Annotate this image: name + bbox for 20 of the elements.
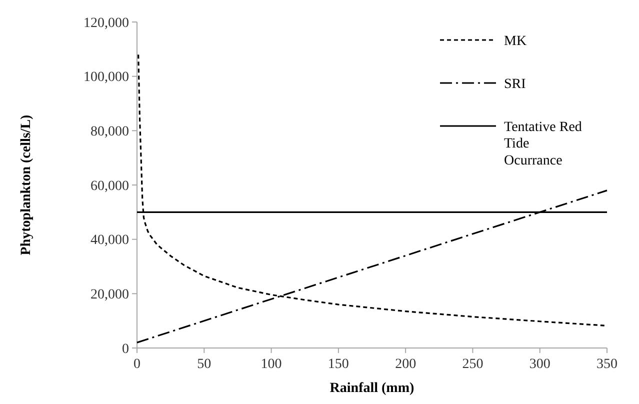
y-tick-label: 60,000 [90, 178, 129, 194]
x-tick-label: 250 [462, 357, 484, 372]
x-tick-label: 50 [197, 357, 212, 372]
x-tick-label: 150 [328, 357, 349, 372]
y-tick-label: 40,000 [90, 233, 129, 248]
x-tick-label: 100 [260, 357, 282, 372]
y-tick-label: 80,000 [90, 124, 129, 140]
y-tick-label: 0 [122, 342, 129, 357]
legend-label: SRI [504, 76, 526, 92]
x-axis-title: Rainfall (mm) [330, 381, 415, 396]
y-tick-label: 20,000 [90, 288, 129, 303]
legend-label: MK [504, 34, 527, 49]
y-axis-title: Phytoplankton (cells/L) [19, 114, 34, 256]
y-tick-label: 100,000 [84, 70, 129, 86]
x-tick-label: 0 [134, 357, 140, 372]
legend-label: Tentative Red Tide Ocurrance [504, 120, 582, 168]
x-tick-label: 350 [596, 357, 618, 372]
x-tick-label: 300 [529, 357, 550, 372]
x-tick-label: 200 [395, 357, 416, 372]
y-tick-label: 120,000 [84, 16, 129, 31]
